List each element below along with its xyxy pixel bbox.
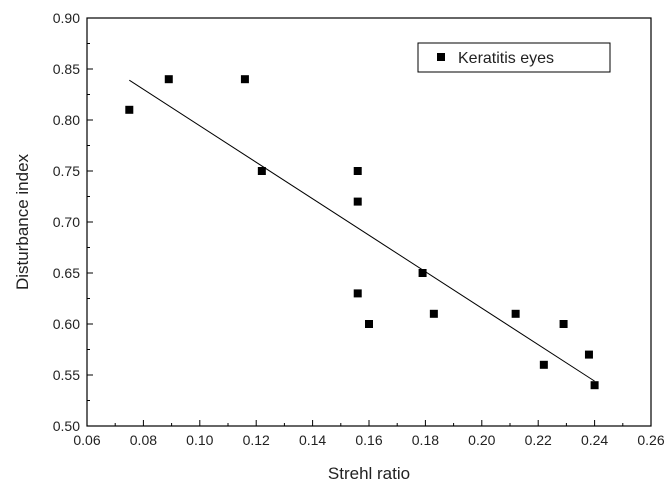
data-point — [353, 167, 362, 175]
legend-marker — [437, 53, 445, 61]
x-tick-label: 0.16 — [355, 432, 382, 448]
x-tick-label: 0.20 — [468, 432, 495, 448]
y-tick-label: 0.70 — [53, 214, 80, 230]
data-point — [590, 381, 599, 390]
legend-box — [417, 42, 611, 73]
x-tick-label: 0.18 — [412, 432, 439, 448]
x-tick-label: 0.12 — [243, 432, 270, 448]
x-tick-label: 0.14 — [299, 432, 326, 448]
y-tick-label: 0.85 — [53, 61, 80, 77]
data-point — [257, 167, 266, 175]
x-tick-label: 0.06 — [73, 432, 100, 448]
x-tick-label: 0.24 — [581, 432, 608, 448]
data-point — [353, 289, 362, 298]
regression-line — [129, 79, 595, 382]
legend: Keratitis eyes — [417, 42, 611, 73]
data-point — [429, 309, 438, 318]
y-axis-title: Disturbance index — [13, 153, 32, 290]
x-axis-title: Strehl ratio — [328, 464, 410, 483]
x-tick-label: 0.10 — [186, 432, 213, 448]
data-point — [418, 269, 427, 277]
data-point — [164, 75, 173, 84]
x-tick-label: 0.08 — [130, 432, 157, 448]
data-point — [539, 360, 548, 369]
data-point — [365, 320, 373, 328]
x-axis-ticks: 0.06 0.08 0.10 0.12 0.14 0.16 0.18 0.20 0.22 0.24… — [73, 420, 665, 448]
y-tick-label: 0.50 — [53, 418, 80, 434]
x-tick-label: 0.22 — [525, 432, 552, 448]
data-point — [511, 309, 520, 318]
x-tick-label: 0.26 — [637, 432, 664, 448]
data-point — [559, 320, 568, 328]
data-point — [125, 105, 134, 114]
data-points — [125, 75, 599, 390]
y-tick-label: 0.55 — [53, 367, 80, 383]
y-tick-label: 0.75 — [53, 163, 80, 179]
legend-label: Keratitis eyes — [458, 50, 554, 67]
y-tick-label: 0.90 — [53, 10, 80, 26]
y-tick-label: 0.60 — [53, 316, 80, 332]
y-axis-ticks: 0.50 0.55 0.60 0.65 0.70 0.75 0.80 0.85 0.90 — [53, 10, 93, 434]
y-tick-label: 0.80 — [53, 112, 80, 128]
data-point — [584, 350, 593, 359]
data-point — [353, 197, 362, 206]
data-point — [240, 75, 249, 84]
y-tick-label: 0.65 — [53, 265, 80, 281]
